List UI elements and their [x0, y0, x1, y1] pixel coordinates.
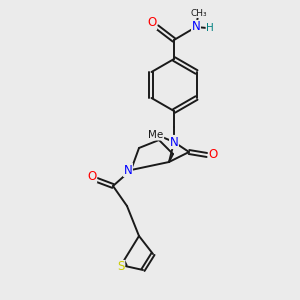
Text: H: H — [206, 23, 214, 33]
Text: N: N — [169, 136, 178, 148]
Text: S: S — [117, 260, 125, 274]
Text: O: O — [147, 16, 157, 29]
Text: N: N — [124, 164, 132, 176]
Text: O: O — [208, 148, 217, 161]
Text: Me: Me — [148, 130, 164, 140]
Text: N: N — [192, 20, 200, 34]
Text: O: O — [87, 169, 97, 182]
Text: CH₃: CH₃ — [191, 8, 207, 17]
